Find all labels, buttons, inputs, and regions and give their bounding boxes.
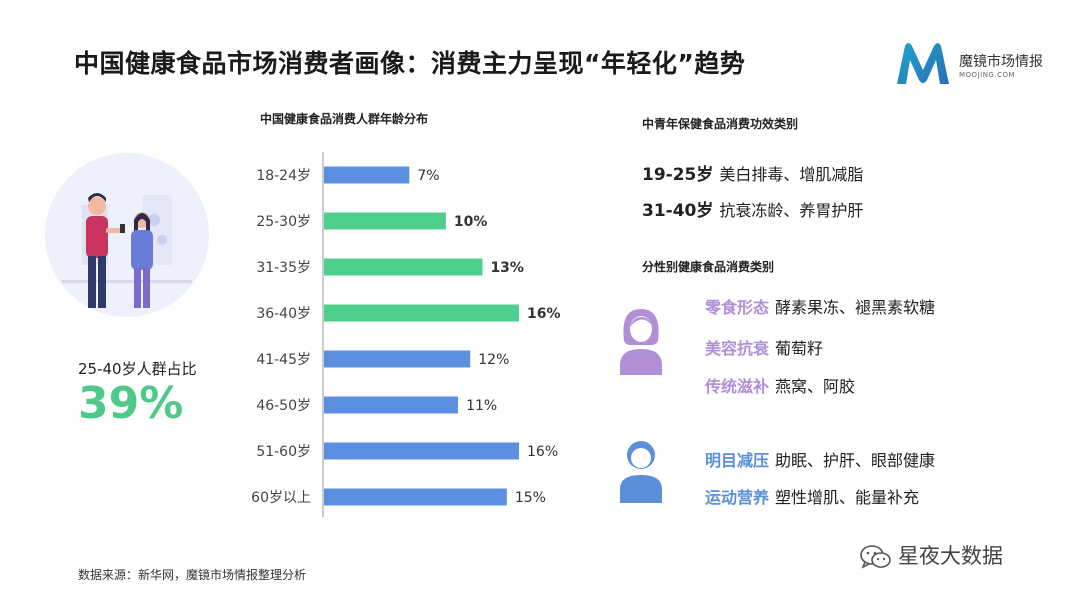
brand-name: 魔镜市场情报 bbox=[959, 54, 1043, 70]
age-share-value: 39% bbox=[78, 378, 184, 429]
male-avatar-icon bbox=[620, 441, 662, 503]
bar-value-label: 10% bbox=[454, 214, 488, 230]
female-items: 燕窝、阿胶 bbox=[775, 377, 856, 396]
male-items: 助眠、护肝、眼部健康 bbox=[775, 451, 936, 470]
y-tick-label: 46-50岁 bbox=[256, 398, 311, 414]
bar-value-label: 11% bbox=[466, 398, 497, 414]
female-items: 葡萄籽 bbox=[775, 339, 824, 358]
bar bbox=[324, 488, 507, 506]
bar-value-label: 13% bbox=[490, 260, 524, 276]
male-category-row-1: 明目减压 助眠、护肝、眼部健康 bbox=[705, 447, 935, 471]
bar-value-label: 16% bbox=[527, 444, 558, 460]
couple-illustration bbox=[42, 150, 212, 320]
gender-section-title: 分性别健康食品消费类别 bbox=[642, 260, 775, 274]
bar-value-label: 7% bbox=[417, 168, 439, 184]
female-avatar-icon bbox=[620, 309, 662, 375]
function-row-age: 31-40岁 bbox=[642, 201, 714, 221]
function-row-items: 美白排毒、增肌减脂 bbox=[719, 165, 864, 184]
female-category-row-2: 美容抗衰 葡萄籽 bbox=[705, 335, 823, 359]
data-source: 数据来源：新华网，魔镜市场情报整理分析 bbox=[78, 568, 307, 582]
female-category: 传统滋补 bbox=[705, 377, 770, 396]
y-tick-label: 18-24岁 bbox=[256, 168, 311, 184]
y-tick-label: 36-40岁 bbox=[256, 306, 311, 322]
bar-value-label: 15% bbox=[515, 490, 546, 506]
bar bbox=[324, 396, 459, 414]
function-row-items: 抗衰冻龄、养胃护肝 bbox=[719, 201, 864, 220]
female-category-row-1: 零食形态 酵素果冻、褪黑素软糖 bbox=[705, 294, 935, 318]
function-row-2: 31-40岁 抗衰冻龄、养胃护肝 bbox=[642, 196, 863, 221]
bar bbox=[324, 166, 410, 184]
y-tick-label: 51-60岁 bbox=[256, 444, 311, 460]
y-tick-label: 41-45岁 bbox=[256, 352, 311, 368]
female-items: 酵素果冻、褪黑素软糖 bbox=[775, 298, 936, 317]
watermark-text: 星夜大数据 bbox=[898, 544, 1003, 568]
age-distribution-chart: 18-24岁 7% 25-30岁 10% 31-35岁 13% 36-40岁 16% 41-45… bbox=[251, 152, 561, 517]
function-row-age: 19-25岁 bbox=[642, 165, 714, 185]
y-tick-label: 31-35岁 bbox=[256, 260, 311, 276]
page-title: 中国健康食品市场消费者画像：消费主力呈现“年轻化”趋势 bbox=[74, 49, 746, 78]
chart-title: 中国健康食品消费人群年龄分布 bbox=[260, 112, 429, 126]
bar bbox=[324, 350, 471, 368]
female-category: 零食形态 bbox=[705, 298, 770, 317]
male-category: 明目减压 bbox=[705, 451, 770, 470]
male-category: 运动营养 bbox=[705, 488, 770, 507]
bar bbox=[324, 442, 519, 460]
y-tick-label: 25-30岁 bbox=[256, 214, 311, 230]
function-row-1: 19-25岁 美白排毒、增肌减脂 bbox=[642, 160, 863, 185]
bar-value-label: 12% bbox=[478, 352, 509, 368]
bar-value-label: 16% bbox=[527, 306, 561, 322]
y-tick-label: 60岁以上 bbox=[251, 490, 311, 506]
age-share-label: 25-40岁人群占比 bbox=[78, 360, 197, 378]
brand-logo: 魔镜市场情报 MOOJING.COM bbox=[893, 40, 1073, 90]
bar bbox=[324, 258, 483, 276]
female-category-row-3: 传统滋补 燕窝、阿胶 bbox=[705, 373, 855, 397]
watermark: 星夜大数据 bbox=[860, 540, 1003, 570]
function-section-title: 中青年保健食品消费功效类别 bbox=[642, 117, 799, 131]
brand-domain: MOOJING.COM bbox=[959, 71, 1016, 79]
female-category: 美容抗衰 bbox=[705, 339, 770, 358]
male-items: 塑性增肌、能量补充 bbox=[775, 488, 920, 507]
male-category-row-2: 运动营养 塑性增肌、能量补充 bbox=[705, 484, 919, 508]
wechat-icon bbox=[860, 545, 891, 569]
bar bbox=[324, 304, 519, 322]
bar bbox=[324, 212, 446, 230]
moojing-m-logo-icon bbox=[897, 43, 949, 84]
